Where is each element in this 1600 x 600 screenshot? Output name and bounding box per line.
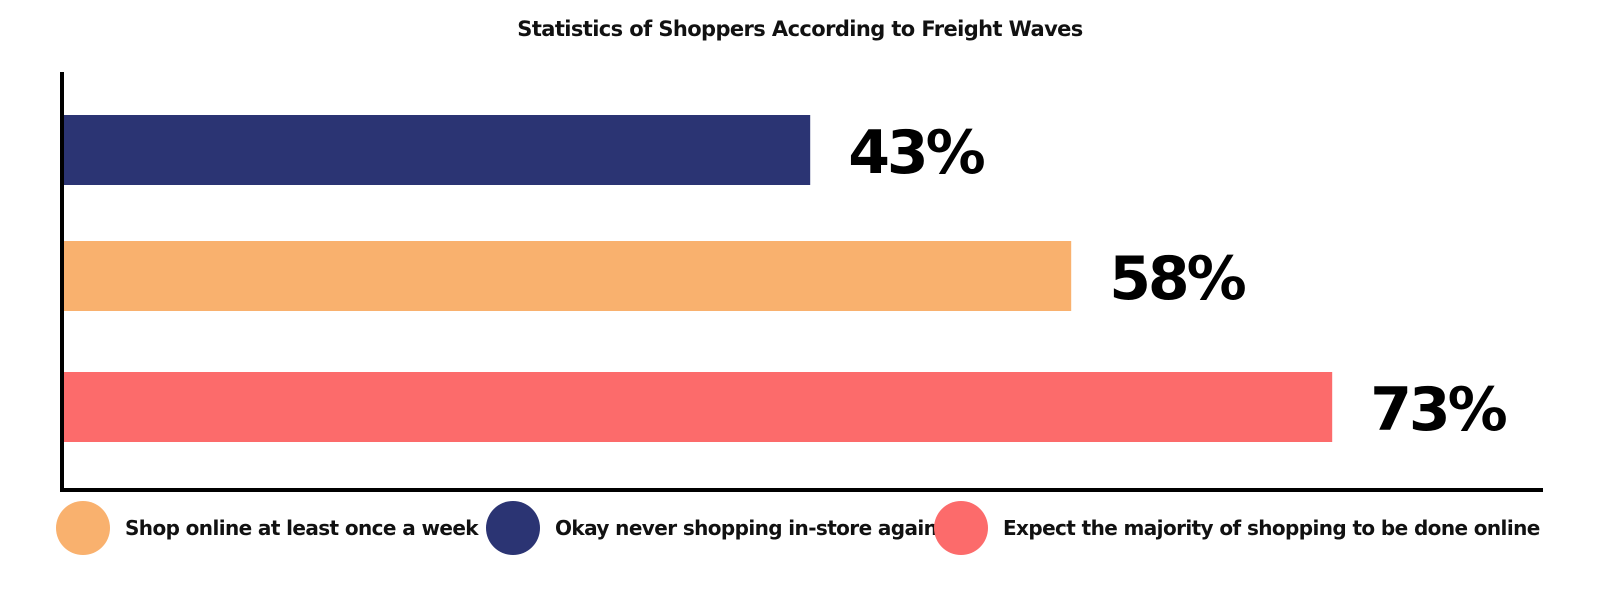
bar-1 (62, 115, 811, 185)
legend-item-3: Expect the majority of shopping to be do… (934, 501, 1540, 555)
bar-value-label-2: 58% (1109, 244, 1245, 314)
bar-value-label-3: 73% (1370, 375, 1506, 445)
bar-2 (62, 241, 1072, 311)
legend-label-3: Expect the majority of shopping to be do… (1003, 516, 1540, 540)
legend-swatch-3 (934, 501, 988, 555)
legend-label-2: Okay never shopping in-store again (555, 516, 937, 540)
legend-swatch-2 (486, 501, 540, 555)
bar-3 (62, 372, 1333, 442)
bar-value-label-1: 43% (848, 118, 984, 188)
legend-label-1: Shop online at least once a week (125, 516, 479, 540)
legend-item-2: Okay never shopping in-store again (486, 501, 938, 555)
bars-layer: 43% 58% 73% (62, 115, 1510, 445)
legend-item-1: Shop online at least once a week (56, 501, 480, 555)
legend-swatch-1 (56, 501, 110, 555)
axes-layer (60, 72, 1543, 492)
legend: Shop online at least once a week Okay nev… (56, 501, 1540, 555)
chart-title: Statistics of Shoppers According to Frei… (517, 17, 1082, 41)
